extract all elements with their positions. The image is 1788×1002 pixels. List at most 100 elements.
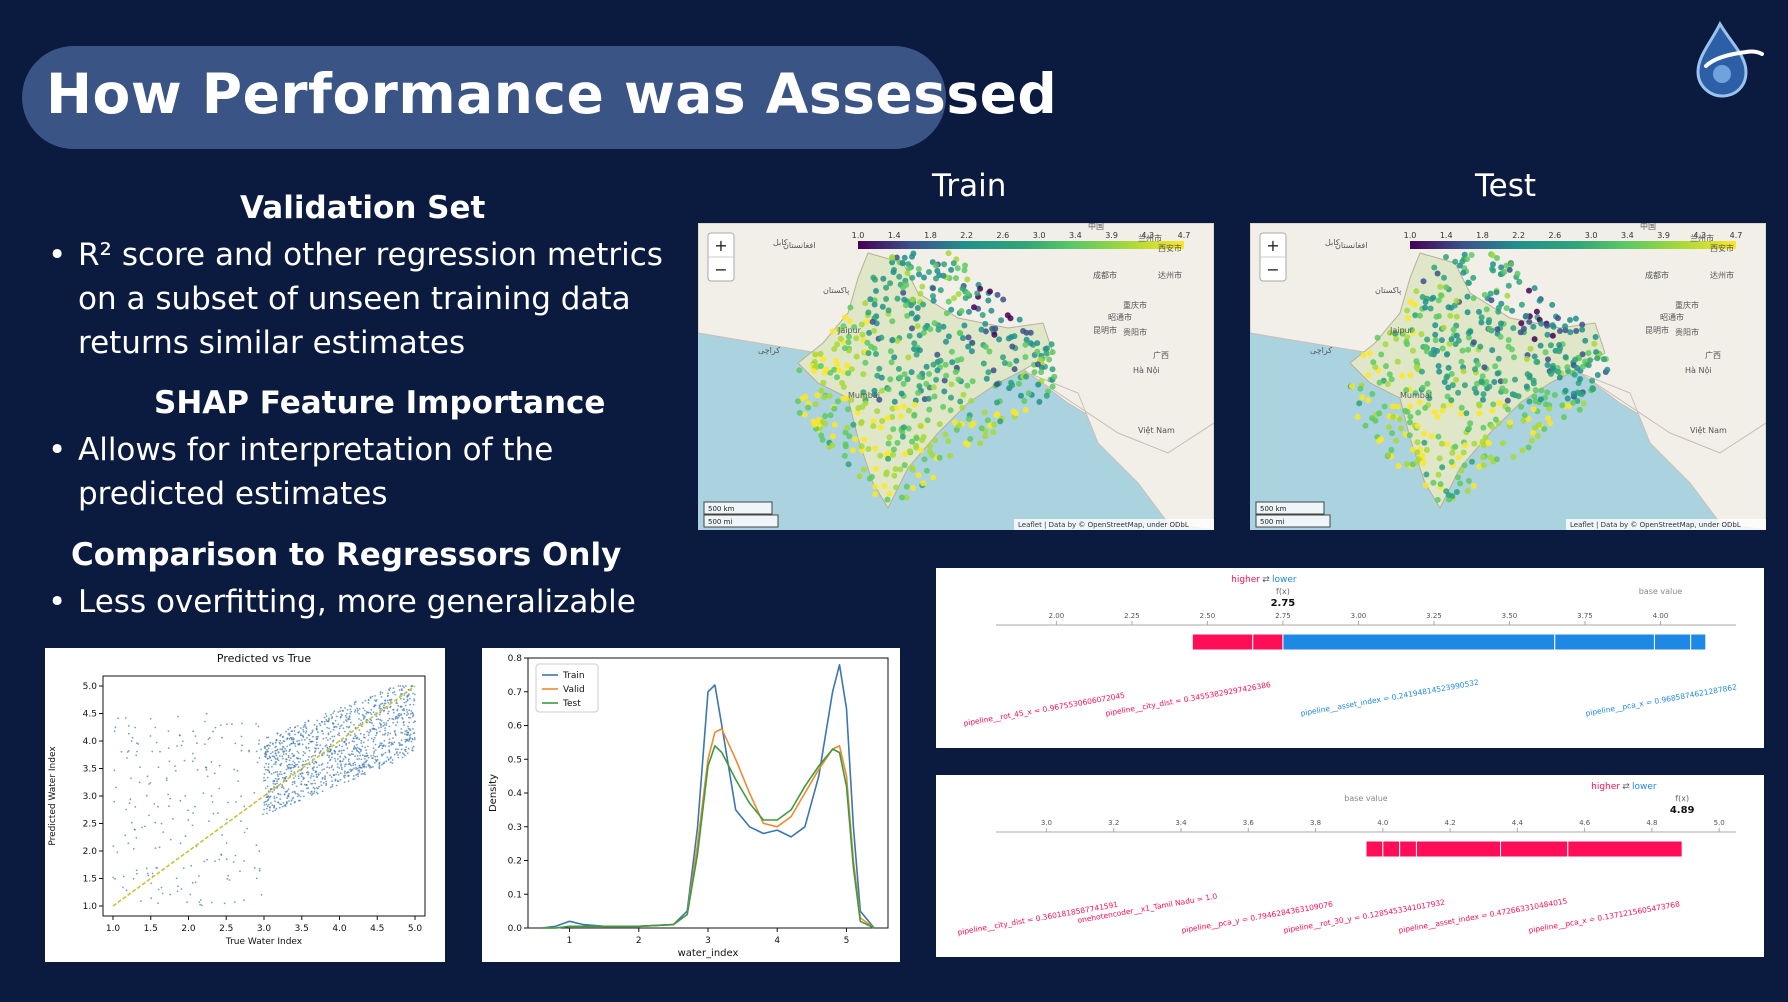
shap-blue-segment: [1690, 633, 1707, 651]
map-canvas[interactable]: 1.0 1.4 1.8 2.2 2.6 3.0 3.4 3.9 4.3 4.7JaipurMumb…: [1250, 223, 1766, 530]
scatter-point: [313, 787, 316, 790]
scatter-point: [325, 719, 328, 721]
scatter-point: [367, 739, 369, 741]
data-point: [914, 314, 921, 321]
data-point: [919, 283, 926, 290]
zoom-out-button[interactable]: −: [1266, 260, 1279, 279]
scatter-point: [319, 772, 322, 774]
data-point: [1385, 424, 1392, 431]
data-point: [1530, 380, 1537, 387]
scatter-point: [315, 744, 317, 746]
data-point: [885, 386, 892, 393]
data-point: [1413, 364, 1420, 371]
data-point: [1487, 454, 1494, 461]
data-point: [895, 365, 902, 372]
scatter-point: [374, 755, 376, 758]
scatter-point: [318, 764, 320, 767]
data-point: [1464, 488, 1471, 494]
scatter-point: [337, 758, 339, 760]
scatter-point: [266, 745, 268, 747]
scatter-point: [311, 772, 313, 775]
data-point: [955, 376, 962, 383]
scatter-point: [378, 713, 381, 716]
scatter-point: [145, 867, 148, 870]
place-label: Mumbai: [1400, 391, 1432, 400]
scatter-point: [364, 699, 367, 702]
map-test[interactable]: 1.0 1.4 1.8 2.2 2.6 3.0 3.4 3.9 4.3 4.7 Jaipur Mumb…: [1250, 223, 1766, 530]
scatter-point: [408, 738, 411, 741]
scatter-point: [338, 727, 341, 730]
data-point: [901, 296, 908, 303]
data-point: [1464, 309, 1471, 316]
data-point: [926, 406, 933, 413]
map-train[interactable]: 1.0 1.4 1.8 2.2 2.6 3.0 3.4 3.9 4.3 4.7 Jaipur Mumb…: [698, 223, 1214, 530]
data-point: [943, 372, 950, 379]
scatter-point: [327, 733, 330, 736]
scatter-point: [140, 900, 142, 903]
feature-label: pipeline__rot_45_x = 0.9675530606072045: [963, 691, 1126, 728]
scatter-point: [255, 750, 258, 753]
zoom-out-button[interactable]: −: [714, 260, 727, 279]
scatter-point: [303, 739, 306, 741]
scatter-point: [397, 748, 399, 751]
scatter-point: [269, 806, 271, 809]
scatter-point: [412, 728, 414, 730]
data-point: [892, 466, 899, 472]
scatter-point: [390, 698, 393, 701]
scatter-point: [385, 760, 388, 763]
scatter-point: [360, 719, 363, 722]
data-point: [930, 293, 936, 299]
scatter-point: [315, 791, 318, 794]
data-point: [964, 276, 971, 283]
scatter-point: [383, 762, 385, 765]
data-point: [982, 433, 989, 440]
colorbar: [858, 241, 1184, 249]
scatter-point: [189, 893, 192, 896]
data-point: [1589, 386, 1596, 393]
scatter-point: [316, 719, 318, 722]
data-point: [914, 323, 921, 329]
zoom-in-button[interactable]: +: [1266, 236, 1279, 255]
data-point: [948, 306, 955, 313]
scatter-point: [255, 723, 257, 725]
scatter-point: [379, 742, 382, 745]
scatter-point: [317, 731, 319, 733]
data-point: [1512, 392, 1519, 399]
scatter-point: [311, 729, 314, 732]
scatter-point: [383, 733, 386, 736]
data-point: [1440, 403, 1447, 410]
scatter-point: [309, 792, 312, 795]
scatter-point: [276, 757, 279, 759]
y-tick-label: 0.7: [508, 688, 522, 698]
map-canvas[interactable]: 1.0 1.4 1.8 2.2 2.6 3.0 3.4 3.9 4.3 4.7JaipurMumb…: [698, 223, 1214, 530]
scatter-point: [400, 731, 402, 734]
data-point: [1486, 325, 1493, 332]
scatter-point: [412, 714, 415, 717]
scatter-point: [290, 803, 292, 806]
scatter-point: [283, 793, 286, 796]
data-point: [942, 431, 949, 438]
scatter-point: [362, 741, 365, 744]
data-point: [880, 275, 887, 282]
scatter-point: [411, 711, 414, 714]
scatter-point: [352, 778, 355, 781]
scatter-point: [153, 803, 156, 805]
data-point: [1521, 412, 1528, 419]
scatter-point: [293, 782, 296, 784]
scatter-point: [410, 710, 413, 712]
scatter-point: [117, 717, 119, 720]
y-tick-label: 1.5: [83, 875, 97, 885]
scatter-point: [318, 752, 321, 754]
scale-bar-mi: [703, 514, 779, 528]
scatter-point: [206, 775, 209, 778]
data-point: [913, 442, 919, 449]
data-point: [1511, 354, 1517, 361]
scatter-point: [356, 743, 358, 746]
scatter-point: [348, 742, 351, 744]
zoom-in-button[interactable]: +: [714, 236, 727, 255]
scatter-point: [278, 777, 280, 780]
data-point: [1505, 406, 1512, 413]
data-point: [1591, 340, 1598, 347]
data-point: [842, 443, 849, 450]
data-point: [1390, 413, 1397, 420]
